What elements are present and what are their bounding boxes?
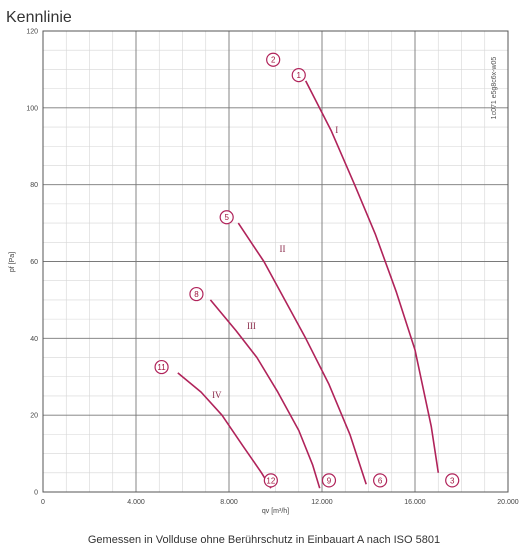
curve-label-III: III (247, 321, 256, 331)
curve-label-II: II (280, 244, 286, 254)
operating-point-circle (445, 473, 460, 488)
operating-point-circle (291, 67, 306, 83)
operating-point-markers: 2 1 5 8 11 12 9 6 3 (154, 52, 460, 488)
y-tick-label: 80 (30, 182, 38, 189)
axes: 0 4.000 8.000 12.000 16.000 20.000 0 20 40 60 80 10… (26, 29, 518, 507)
y-tick-label: 60 (30, 259, 38, 266)
operating-point-circle (189, 286, 204, 302)
operating-point-label: 5 (224, 213, 229, 222)
grid (42, 30, 509, 493)
operating-point-circle (373, 473, 388, 488)
x-tick-label: 4.000 (127, 499, 145, 506)
operating-point-label: 2 (271, 56, 276, 65)
operating-point-circle (321, 473, 337, 488)
plot-frame (42, 30, 509, 493)
operating-point-1: 1 (291, 67, 306, 83)
operating-point-12: 12 (263, 473, 278, 488)
operating-point-circle (263, 473, 278, 488)
footer-note: Gemessen in Vollduse ohne Berührschutz i… (88, 534, 440, 546)
operating-point-5: 5 (219, 210, 234, 225)
operating-point-9: 9 (321, 473, 337, 488)
operating-point-2: 2 (266, 52, 281, 67)
operating-point-circle (154, 359, 169, 375)
chart-title: Kennlinie (6, 9, 72, 26)
operating-point-label: 3 (450, 476, 455, 485)
y-tick-label: 100 (26, 105, 38, 112)
y-tick-label: 120 (26, 29, 38, 36)
x-axis-label: qv [m³/h] (262, 508, 289, 515)
operating-point-label: 11 (157, 363, 166, 372)
operating-point-label: 8 (194, 290, 199, 299)
side-code-label: 1c071 e5g8c6x-w05 (491, 57, 498, 120)
curve-label-IV: IV (212, 390, 222, 400)
x-tick-label: 12.000 (311, 499, 333, 506)
x-tick-label: 8.000 (220, 499, 238, 506)
y-tick-label: 0 (34, 490, 38, 497)
operating-point-label: 12 (266, 476, 275, 485)
operating-point-label: 1 (297, 71, 302, 80)
y-tick-label: 20 (30, 413, 38, 420)
series-layer (177, 80, 440, 489)
x-tick-label: 0 (41, 499, 45, 506)
operating-point-circle (219, 210, 234, 225)
y-axis-label: pf [Pa] (9, 252, 16, 272)
operating-point-8: 8 (189, 286, 204, 302)
operating-point-11: 11 (154, 359, 169, 375)
x-tick-label: 16.000 (404, 499, 426, 506)
y-tick-label: 40 (30, 336, 38, 343)
operating-point-label: 6 (378, 476, 383, 485)
operating-point-label: 9 (327, 476, 332, 485)
series-curve-II (237, 222, 367, 485)
operating-point-6: 6 (373, 473, 388, 488)
curve-label-I: I (335, 125, 338, 135)
operating-point-circle (266, 52, 281, 67)
series-curve-I (304, 80, 440, 473)
operating-point-3: 3 (445, 473, 460, 488)
x-tick-label: 20.000 (497, 499, 519, 506)
series-curve-III (209, 299, 321, 489)
series-curve-IV (177, 372, 272, 489)
